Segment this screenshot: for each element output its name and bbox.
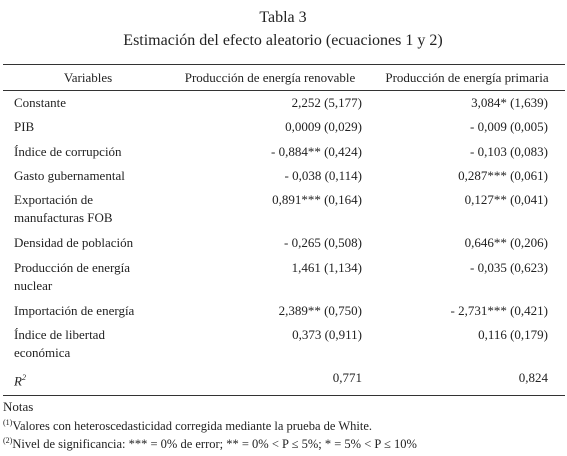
row-label: Índice de libertad [14, 327, 105, 342]
cell: 0,824 [518, 370, 548, 385]
cell: 2,389** (0,750) [278, 303, 362, 318]
column-header: Variables [63, 70, 113, 85]
cell: - 0,884** (0,424) [271, 144, 362, 159]
row-label: R2 [14, 373, 26, 389]
row-label: Exportación de [14, 192, 94, 207]
cell: 3,084* (1,639) [471, 95, 548, 110]
rule [3, 395, 565, 396]
column-header: Producción de energía renovable [184, 70, 356, 85]
cell: 1,461 (1,134) [291, 260, 362, 275]
row-label: PIB [14, 119, 35, 134]
cell: 0,771 [332, 370, 362, 385]
cell: 0,0009 (0,029) [285, 119, 362, 134]
cell: - 2,731*** (0,421) [450, 303, 549, 318]
row-label: Densidad de población [14, 235, 134, 250]
cell: 2,252 (5,177) [291, 95, 362, 110]
cell: - 0,265 (0,508) [284, 235, 362, 250]
notes-heading: Notas [3, 399, 34, 414]
note-text: Valores con heteroscedasticidad corregid… [12, 419, 373, 434]
column-header: Producción de energía primaria [385, 70, 549, 85]
cell: 0,287*** (0,061) [458, 168, 548, 183]
cell: 0,116 (0,179) [478, 327, 548, 342]
row-label: Importación de energía [14, 303, 135, 318]
cell: 0,373 (0,911) [292, 327, 362, 342]
cell: - 0,035 (0,623) [470, 260, 548, 275]
cell: - 0,009 (0,005) [470, 119, 548, 134]
superscript: 2 [21, 373, 26, 382]
row-label: Producción de energía [14, 260, 130, 275]
title: Tabla 3 [259, 9, 307, 26]
note-text: Nivel de significancia: *** = 0% de erro… [12, 437, 417, 452]
row-label: Constante [14, 95, 66, 110]
row-label: manufacturas FOB [14, 210, 113, 225]
subtitle: Estimación del efecto aleatorio (ecuacio… [123, 32, 443, 49]
note: (2)Nivel de significancia: *** = 0% de e… [3, 433, 417, 452]
cell: 0,891*** (0,164) [272, 192, 362, 207]
row-label: nuclear [14, 278, 53, 293]
note-mark: (2) [3, 436, 13, 445]
note: (1)Valores con heteroscedasticidad corre… [3, 415, 372, 434]
row-label: económica [14, 345, 71, 360]
cell: - 0,103 (0,083) [470, 144, 548, 159]
cell: 0,127** (0,041) [464, 192, 548, 207]
note-mark: (1) [3, 418, 13, 427]
cell: - 0,038 (0,114) [284, 168, 362, 183]
rule [3, 64, 565, 65]
cell: 0,646** (0,206) [464, 235, 548, 250]
row-label: Gasto gubernamental [14, 168, 125, 183]
rule [3, 90, 565, 91]
row-label: Índice de corrupción [14, 144, 122, 159]
